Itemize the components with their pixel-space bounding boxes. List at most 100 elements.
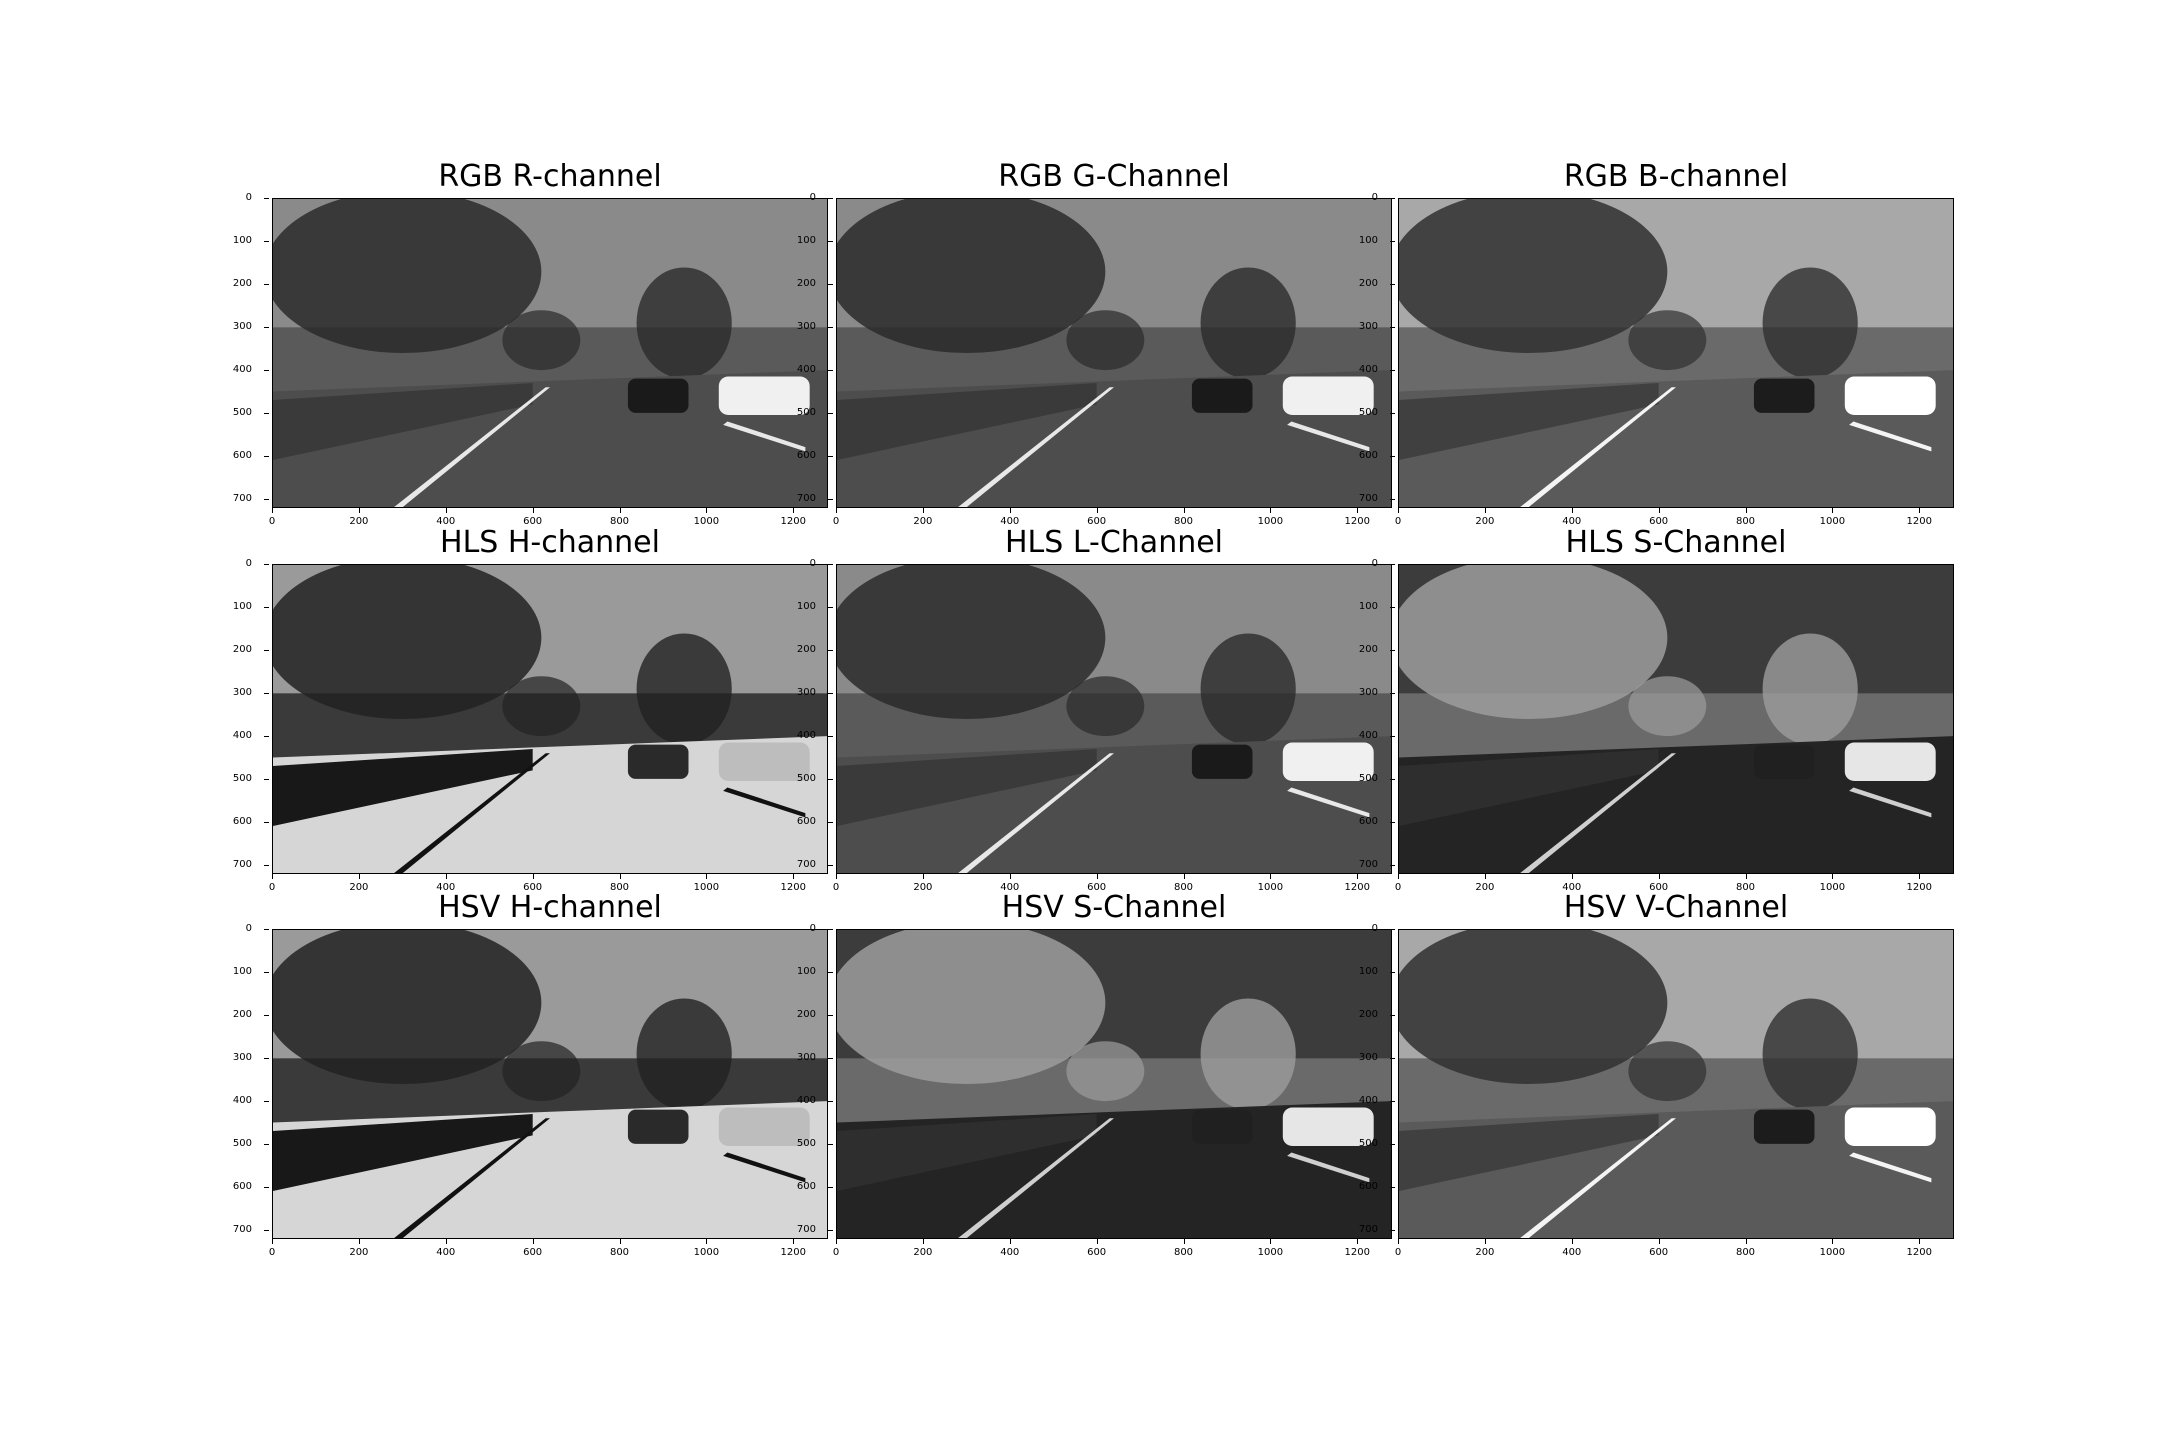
panel-hsv-v: HSV V-Channel 0 100 200 300 400 500 600 700 0 200… <box>1359 890 1954 1258</box>
y-tick-label: 400 <box>796 1095 816 1107</box>
x-tick-label: 200 <box>349 516 369 527</box>
y-tick-label: 100 <box>796 966 816 978</box>
road-scene-image <box>273 199 827 507</box>
x-tick-label: 600 <box>1087 882 1107 893</box>
y-tick-label: 400 <box>232 730 252 742</box>
panel-title: HSV S-Channel <box>1001 890 1227 925</box>
panel-rgb-r: RGB R-channel 0 100 200 300 400 500 600 700 0 200… <box>233 159 828 527</box>
y-tick-label: 100 <box>1358 235 1378 247</box>
x-tick-label: 1200 <box>780 882 806 893</box>
x-tick-label: 1000 <box>1819 1247 1846 1258</box>
y-tick-label: 300 <box>232 687 252 699</box>
y-tick-label: 600 <box>796 1181 816 1193</box>
road-scene-image <box>1399 565 1953 873</box>
channel-image <box>836 929 1392 1239</box>
panel-hls-l: HLS L-Channel 0 100 200 300 400 500 600 700 0 200… <box>797 525 1392 893</box>
x-tick-label: 200 <box>913 516 933 527</box>
y-tick-label: 200 <box>232 1009 252 1021</box>
channel-image <box>272 929 828 1239</box>
y-tick-label: 0 <box>809 192 816 203</box>
y-tick-label: 400 <box>232 364 252 376</box>
y-tick-label: 0 <box>1371 558 1378 569</box>
panel-rgb-g: RGB G-Channel 0 100 200 300 400 500 600 700 0 200… <box>797 159 1392 527</box>
y-tick-label: 600 <box>232 1181 252 1193</box>
y-tick-label: 100 <box>1358 966 1378 978</box>
y-tick-label: 500 <box>796 1138 816 1150</box>
y-tick-label: 600 <box>1358 1181 1378 1193</box>
x-tick-label: 0 <box>268 882 276 893</box>
x-tick-label: 600 <box>523 882 543 893</box>
y-tick-label: 400 <box>1358 1095 1378 1107</box>
x-tick-label: 1200 <box>1906 516 1932 527</box>
panel-title: HLS S-Channel <box>1565 525 1787 560</box>
x-tick-label: 0 <box>1394 1247 1402 1258</box>
road-scene-image <box>837 199 1391 507</box>
x-tick-label: 600 <box>523 1247 543 1258</box>
y-tick-label: 300 <box>796 687 816 699</box>
panel-hls-h: HLS H-channel 0 100 200 300 400 500 600 700 0 200… <box>233 525 828 893</box>
x-tick-label: 1200 <box>1906 882 1932 893</box>
x-tick-label: 400 <box>1562 882 1582 893</box>
y-tick-label: 500 <box>232 407 252 419</box>
panel-rgb-b: RGB B-channel 0 100 200 300 400 500 600 700 0 200… <box>1359 159 1954 527</box>
x-tick-label: 800 <box>1735 1247 1756 1258</box>
y-tick-label: 100 <box>796 601 816 613</box>
panel-hsv-h: HSV H-channel 0 100 200 300 400 500 600 700 0 200… <box>233 890 828 1258</box>
panel-title: RGB G-Channel <box>998 159 1230 194</box>
y-tick-label: 200 <box>796 278 816 290</box>
x-tick-label: 200 <box>913 882 933 893</box>
panel-title: HLS L-Channel <box>1004 525 1224 560</box>
y-tick-label: 200 <box>1358 1009 1378 1021</box>
y-tick-label: 0 <box>809 558 816 569</box>
x-tick-label: 200 <box>349 882 369 893</box>
x-tick-label: 200 <box>349 1247 369 1258</box>
y-tick-label: 300 <box>1358 321 1378 333</box>
y-tick-label: 400 <box>796 364 816 376</box>
x-tick-label: 400 <box>1000 516 1020 527</box>
panel-title: RGB B-channel <box>1563 159 1789 194</box>
x-tick-label: 400 <box>436 516 456 527</box>
y-tick-label: 300 <box>1358 1052 1378 1064</box>
y-tick-label: 700 <box>232 859 252 871</box>
y-tick-label: 400 <box>1358 364 1378 376</box>
channel-image <box>836 564 1392 874</box>
road-scene-image <box>273 565 827 873</box>
x-tick-label: 200 <box>1475 516 1495 527</box>
x-tick-label: 0 <box>832 882 840 893</box>
y-tick-label: 700 <box>1358 1224 1378 1236</box>
y-tick-label: 500 <box>232 773 252 785</box>
y-tick-label: 0 <box>245 192 252 203</box>
x-tick-label: 600 <box>1087 516 1107 527</box>
y-tick-label: 400 <box>796 730 816 742</box>
x-tick-label: 800 <box>1735 516 1756 527</box>
x-tick-label: 400 <box>1562 1247 1582 1258</box>
road-scene-image <box>1399 930 1953 1238</box>
y-tick-label: 500 <box>1358 407 1378 419</box>
x-tick-label: 400 <box>436 1247 456 1258</box>
x-tick-label: 0 <box>268 516 276 527</box>
x-tick-label: 0 <box>832 1247 840 1258</box>
y-tick-label: 300 <box>232 1052 252 1064</box>
panel-hls-s: HLS S-Channel 0 100 200 300 400 500 600 700 0 200… <box>1359 525 1954 893</box>
y-tick-label: 100 <box>232 235 252 247</box>
x-tick-label: 800 <box>1735 882 1756 893</box>
y-tick-label: 300 <box>232 321 252 333</box>
y-tick-label: 600 <box>232 816 252 828</box>
x-tick-label: 1000 <box>1257 516 1284 527</box>
channel-image <box>272 564 828 874</box>
y-tick-label: 600 <box>1358 816 1378 828</box>
x-tick-label: 1200 <box>1344 1247 1370 1258</box>
y-tick-label: 500 <box>1358 773 1378 785</box>
x-tick-label: 1000 <box>1819 882 1846 893</box>
panel-hsv-s: HSV S-Channel 0 100 200 300 400 500 600 700 0 200… <box>797 890 1392 1258</box>
y-tick-label: 300 <box>796 1052 816 1064</box>
x-tick-label: 400 <box>1000 882 1020 893</box>
y-tick-label: 600 <box>1358 450 1378 462</box>
x-tick-label: 1000 <box>693 1247 720 1258</box>
y-tick-label: 700 <box>1358 493 1378 505</box>
y-tick-label: 100 <box>796 235 816 247</box>
x-tick-label: 1000 <box>1257 882 1284 893</box>
x-tick-label: 0 <box>268 1247 276 1258</box>
y-tick-label: 600 <box>232 450 252 462</box>
y-tick-label: 500 <box>232 1138 252 1150</box>
